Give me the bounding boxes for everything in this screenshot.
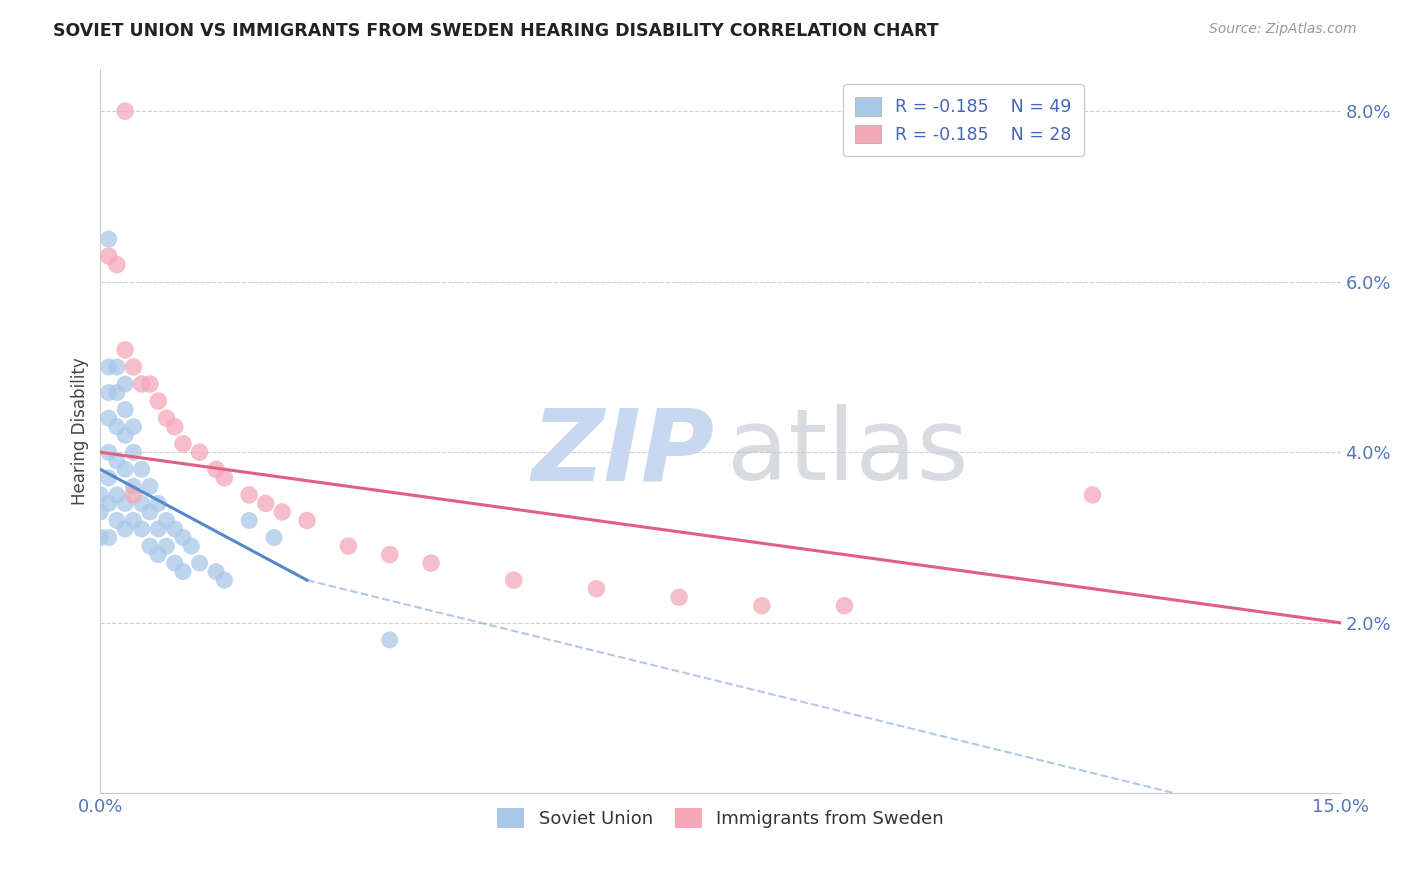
Point <box>114 522 136 536</box>
Point <box>188 445 211 459</box>
Point <box>148 548 170 562</box>
Point <box>172 531 194 545</box>
Point <box>1081 488 1104 502</box>
Point <box>155 513 177 527</box>
Point <box>263 531 285 545</box>
Point <box>122 359 145 374</box>
Point <box>105 488 128 502</box>
Point <box>271 505 294 519</box>
Point <box>378 548 401 562</box>
Point <box>163 556 186 570</box>
Point <box>114 428 136 442</box>
Point <box>751 599 773 613</box>
Point <box>105 454 128 468</box>
Point <box>172 565 194 579</box>
Point <box>131 496 153 510</box>
Point <box>97 496 120 510</box>
Point <box>585 582 607 596</box>
Point <box>131 522 153 536</box>
Point <box>114 343 136 357</box>
Point <box>105 385 128 400</box>
Point <box>238 488 260 502</box>
Point <box>420 556 443 570</box>
Point <box>238 513 260 527</box>
Point <box>114 462 136 476</box>
Point <box>105 359 128 374</box>
Point <box>122 488 145 502</box>
Point <box>139 505 162 519</box>
Legend: Soviet Union, Immigrants from Sweden: Soviet Union, Immigrants from Sweden <box>489 801 950 835</box>
Point <box>122 419 145 434</box>
Point <box>295 513 318 527</box>
Point <box>139 479 162 493</box>
Point <box>214 471 236 485</box>
Point <box>97 445 120 459</box>
Text: Source: ZipAtlas.com: Source: ZipAtlas.com <box>1209 22 1357 37</box>
Point <box>122 479 145 493</box>
Point <box>834 599 856 613</box>
Point <box>172 436 194 450</box>
Point <box>131 377 153 392</box>
Point <box>205 565 228 579</box>
Point <box>378 632 401 647</box>
Point <box>139 377 162 392</box>
Point <box>105 419 128 434</box>
Point <box>97 385 120 400</box>
Point <box>89 531 111 545</box>
Point <box>163 522 186 536</box>
Point <box>148 496 170 510</box>
Point <box>114 104 136 119</box>
Point <box>97 232 120 246</box>
Text: atlas: atlas <box>727 404 969 501</box>
Point <box>163 419 186 434</box>
Point <box>180 539 202 553</box>
Point <box>131 462 153 476</box>
Point <box>114 377 136 392</box>
Point <box>148 394 170 409</box>
Point <box>502 573 524 587</box>
Point <box>214 573 236 587</box>
Point <box>97 249 120 263</box>
Point <box>122 445 145 459</box>
Point <box>155 539 177 553</box>
Point <box>89 505 111 519</box>
Point <box>188 556 211 570</box>
Point <box>337 539 360 553</box>
Point <box>97 411 120 425</box>
Point <box>114 496 136 510</box>
Point <box>89 488 111 502</box>
Point <box>105 258 128 272</box>
Text: ZIP: ZIP <box>531 404 714 501</box>
Y-axis label: Hearing Disability: Hearing Disability <box>72 357 89 505</box>
Point <box>105 513 128 527</box>
Point <box>155 411 177 425</box>
Point <box>97 471 120 485</box>
Point <box>148 522 170 536</box>
Point <box>97 359 120 374</box>
Point <box>97 531 120 545</box>
Point <box>205 462 228 476</box>
Point <box>254 496 277 510</box>
Text: SOVIET UNION VS IMMIGRANTS FROM SWEDEN HEARING DISABILITY CORRELATION CHART: SOVIET UNION VS IMMIGRANTS FROM SWEDEN H… <box>53 22 939 40</box>
Point <box>139 539 162 553</box>
Point <box>114 402 136 417</box>
Point <box>122 513 145 527</box>
Point <box>668 591 690 605</box>
